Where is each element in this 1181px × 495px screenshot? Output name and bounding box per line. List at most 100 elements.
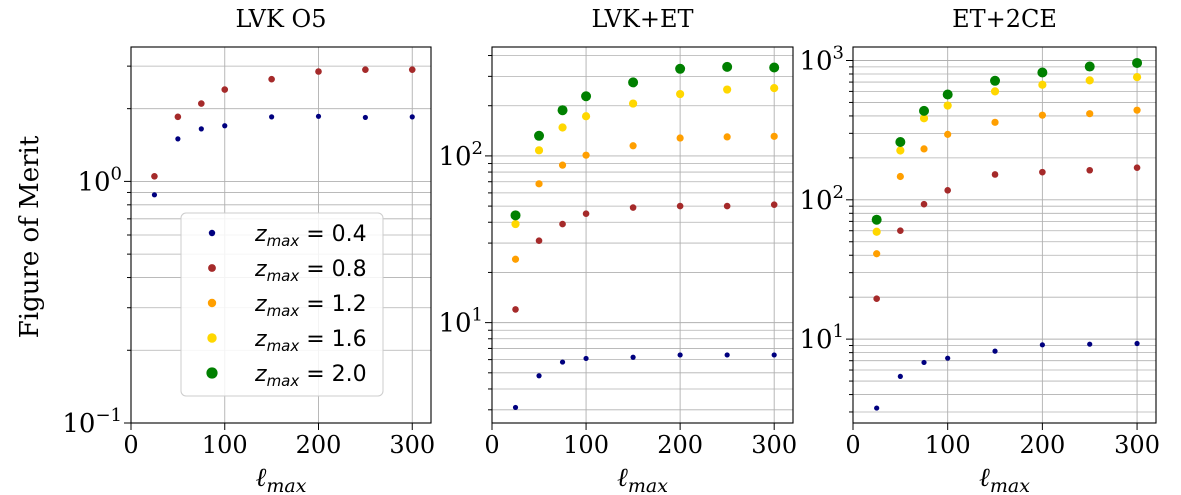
legend-label-sub: max bbox=[267, 232, 300, 250]
x-axis-label-symbol: ℓ bbox=[256, 463, 267, 493]
data-point bbox=[919, 105, 930, 116]
y-tick-exponent: 3 bbox=[833, 43, 844, 64]
data-point bbox=[1038, 80, 1047, 89]
data-point bbox=[920, 200, 928, 208]
data-point bbox=[896, 172, 904, 181]
data-point bbox=[895, 137, 906, 148]
data-point bbox=[534, 146, 544, 155]
legend-label: zmax = 1.2 bbox=[254, 292, 367, 320]
y-tick-exponent: 0 bbox=[111, 163, 122, 184]
data-point bbox=[581, 91, 592, 102]
data-point bbox=[874, 405, 880, 411]
data-point bbox=[535, 237, 543, 245]
data-point bbox=[771, 352, 777, 358]
plot-frame bbox=[852, 46, 1157, 424]
data-point bbox=[315, 68, 322, 75]
data-point bbox=[511, 219, 520, 229]
data-point bbox=[628, 77, 639, 88]
data-point bbox=[677, 352, 683, 358]
data-point bbox=[362, 66, 369, 73]
data-point bbox=[534, 130, 545, 141]
data-point bbox=[920, 145, 928, 153]
series-1 bbox=[512, 352, 777, 411]
legend-label-value: = 2.0 bbox=[299, 362, 366, 387]
data-point bbox=[723, 133, 731, 141]
legend-label-sub: max bbox=[267, 337, 300, 355]
data-point bbox=[222, 123, 228, 129]
legend-label-var: z bbox=[254, 362, 267, 387]
data-point bbox=[582, 210, 590, 218]
data-point bbox=[581, 112, 591, 121]
y-tick-exponent: 2 bbox=[472, 138, 483, 159]
x-axis-label: ℓmax bbox=[979, 463, 1030, 495]
legend-marker bbox=[207, 333, 217, 343]
y-tick-exponent: 1 bbox=[472, 305, 483, 326]
legend-label: zmax = 1.6 bbox=[254, 327, 367, 355]
data-point bbox=[723, 85, 732, 94]
data-point bbox=[409, 114, 415, 120]
plot-frame bbox=[130, 46, 432, 424]
data-point bbox=[362, 114, 368, 121]
data-point bbox=[512, 404, 519, 411]
legend-label-sub: max bbox=[267, 372, 300, 390]
y-tick-label: 100 bbox=[77, 163, 122, 197]
data-point bbox=[151, 172, 158, 180]
legend-marker bbox=[206, 367, 218, 379]
y-axis-label: Figure of Merit bbox=[15, 135, 45, 338]
data-point bbox=[558, 161, 567, 169]
legend-marker bbox=[208, 264, 216, 272]
x-tick-label: 100 bbox=[563, 431, 609, 459]
data-point bbox=[770, 201, 778, 208]
legend-label-var: z bbox=[254, 257, 267, 282]
data-point bbox=[1085, 76, 1094, 85]
y-tick-base: 10 bbox=[799, 325, 832, 355]
data-point bbox=[221, 86, 229, 93]
data-point bbox=[408, 66, 416, 73]
data-point bbox=[1134, 340, 1140, 347]
panel-title: ET+2CE bbox=[952, 5, 1057, 33]
data-point bbox=[769, 62, 780, 73]
series-5 bbox=[871, 57, 1143, 225]
y-tick-label: 102 bbox=[799, 182, 844, 216]
data-point bbox=[315, 113, 322, 119]
data-point bbox=[1133, 106, 1141, 114]
data-point bbox=[559, 220, 566, 228]
data-point bbox=[872, 227, 881, 236]
data-point bbox=[676, 202, 684, 210]
y-tick-exponent: 2 bbox=[833, 182, 844, 203]
data-point bbox=[558, 123, 567, 132]
data-point bbox=[1132, 73, 1142, 82]
x-axis-label-subscript: max bbox=[990, 475, 1030, 495]
data-point bbox=[557, 105, 568, 116]
data-point bbox=[1086, 166, 1094, 174]
data-point bbox=[629, 142, 637, 150]
data-point bbox=[873, 250, 881, 258]
data-point bbox=[770, 132, 778, 140]
series-4 bbox=[511, 84, 779, 229]
y-tick-base: 10 bbox=[77, 167, 110, 197]
legend-label-value: = 1.2 bbox=[299, 292, 366, 317]
series-1 bbox=[874, 340, 1140, 411]
legend-label-value: = 0.4 bbox=[299, 222, 366, 247]
x-axis-label-subscript: max bbox=[628, 475, 668, 495]
data-point bbox=[582, 151, 590, 159]
y-tick-label: 101 bbox=[799, 321, 844, 355]
data-point bbox=[559, 359, 566, 365]
series-4 bbox=[872, 73, 1142, 236]
data-point bbox=[1086, 110, 1094, 118]
x-axis-label-symbol: ℓ bbox=[979, 463, 990, 493]
series-2 bbox=[512, 201, 778, 313]
series-5 bbox=[510, 61, 780, 221]
data-point bbox=[770, 84, 779, 93]
legend-label: zmax = 2.0 bbox=[254, 362, 367, 390]
data-point bbox=[921, 359, 927, 366]
data-point bbox=[630, 354, 636, 360]
series-2 bbox=[873, 164, 1141, 303]
data-point bbox=[990, 75, 1001, 86]
legend-label-var: z bbox=[254, 327, 267, 352]
data-point bbox=[1038, 111, 1046, 119]
data-point bbox=[198, 100, 205, 107]
legend-label-var: z bbox=[254, 292, 267, 317]
